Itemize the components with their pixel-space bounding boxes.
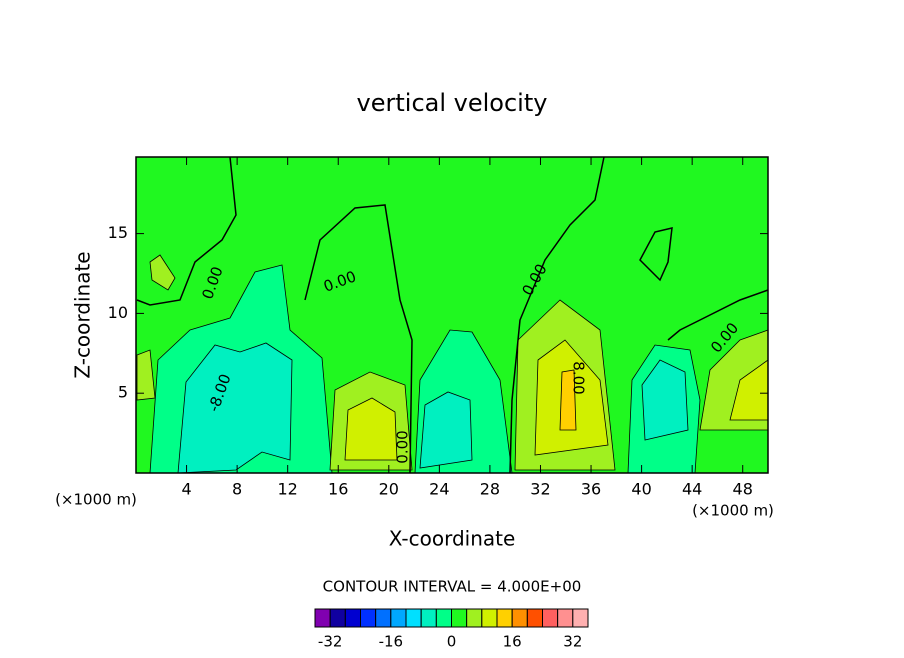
plot-frame [135,156,769,474]
y-tick-label: 10 [108,303,128,322]
contour-label: 8.00 [570,361,588,394]
contour-fill [641,359,689,441]
x-tick-label: 28 [480,480,500,499]
contour-line [136,156,237,306]
colorbar-tick-label: 32 [563,633,582,651]
x-tick-label: 32 [530,480,550,499]
contour-line [667,289,769,341]
colorbar-box [405,608,422,628]
colorbar-tick-label: -16 [379,633,404,651]
colorbar-box [360,608,377,628]
colorbar-tick-label: -32 [318,633,343,651]
colorbar-box [344,608,362,628]
colorbar-box [435,608,453,628]
contour-fill [177,342,293,474]
colorbar-box [511,608,528,628]
contour-fill [559,369,577,431]
colorbar-tick-label: 16 [503,633,522,651]
x-tick-label: 12 [278,480,298,499]
colorbar-box [466,608,483,628]
colorbar-box [526,608,543,628]
chart-title: vertical velocity [357,89,548,117]
colorbar-box [375,608,392,628]
contour-interval-label: CONTOUR INTERVAL = 4.000E+00 [323,578,582,596]
colorbar-box [557,608,574,628]
contour-line [509,156,605,474]
colorbar-box [572,608,589,628]
contour-fill [419,391,473,469]
x-tick-label: 44 [682,480,702,499]
colorbar-box [496,608,513,628]
contour-line [639,227,673,282]
colorbar-box [314,608,331,628]
contour-line [304,204,413,474]
colorbar-box [481,608,498,628]
x-tick-label: 20 [379,480,399,499]
contour-fill [136,349,156,401]
x-tick-label: 4 [181,480,191,499]
contour-label: 0.00 [394,430,412,463]
colorbar-box [542,608,559,628]
x-unit-label: (×1000 m) [55,491,137,509]
x-axis-label: X-coordinate [389,527,516,551]
contour-fill [149,254,176,291]
x-tick-label: 48 [733,480,753,499]
y-tick-label: 5 [118,383,128,402]
colorbar-box [420,608,437,628]
x-tick-label: 36 [581,480,601,499]
colorbar-box [390,608,407,628]
colorbar-box [451,608,468,628]
x-tick-label: 8 [232,480,242,499]
colorbar-tick-label: 0 [447,633,457,651]
y-tick-label: 15 [108,223,128,242]
colorbar-box [329,608,346,628]
contour-fill [344,397,398,461]
x-tick-label: 16 [328,480,348,499]
x-tick-label: 24 [429,480,449,499]
x-unit-label: (×1000 m) [692,502,774,520]
y-axis-label: Z-coordinate [71,251,95,378]
x-tick-label: 40 [631,480,651,499]
